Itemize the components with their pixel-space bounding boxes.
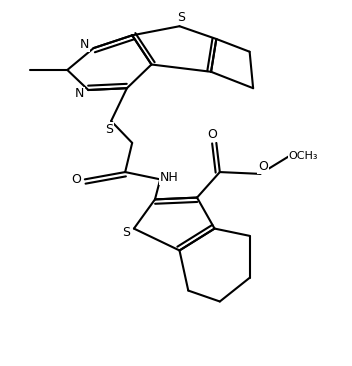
Text: OCH₃: OCH₃ — [289, 151, 318, 161]
Text: S: S — [177, 11, 185, 23]
Text: S: S — [122, 226, 130, 239]
Text: N: N — [80, 38, 89, 51]
Text: S: S — [105, 123, 113, 135]
Text: O: O — [258, 160, 268, 173]
Text: O: O — [71, 173, 81, 186]
Text: N: N — [75, 87, 84, 100]
Text: O: O — [207, 128, 217, 141]
Text: NH: NH — [159, 171, 178, 184]
